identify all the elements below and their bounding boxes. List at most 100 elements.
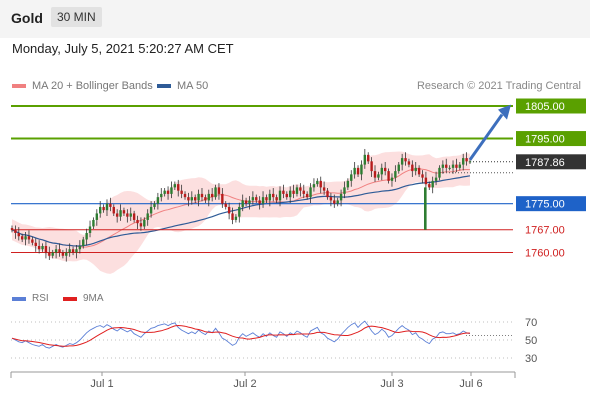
candle-body <box>434 177 438 181</box>
candle-body <box>462 158 465 165</box>
candle-body <box>305 193 309 198</box>
candle <box>78 240 82 254</box>
candle-body <box>190 197 194 201</box>
candle <box>200 188 204 202</box>
candle <box>224 201 227 210</box>
candle-body <box>333 200 336 204</box>
candle-body <box>234 216 238 220</box>
candle-body <box>180 190 183 194</box>
candle-body <box>105 203 109 211</box>
candle <box>441 160 445 174</box>
candle <box>326 188 329 200</box>
candle <box>373 165 377 182</box>
candle-body <box>217 187 221 194</box>
candle-body <box>115 213 119 217</box>
rsi-tick-label: 70 <box>525 317 537 329</box>
level-resistance-1795.00: 1795.00 <box>11 131 586 147</box>
candle <box>377 171 380 181</box>
candle-body <box>92 219 95 227</box>
candle-body <box>404 158 407 162</box>
candle <box>65 248 68 262</box>
candle <box>295 184 299 197</box>
candles <box>10 148 472 262</box>
level-box <box>516 98 586 114</box>
candle-body <box>51 252 54 256</box>
legend-swatch-9ma <box>63 296 77 301</box>
level-box <box>516 154 586 170</box>
candle <box>58 243 61 257</box>
candle-body <box>451 164 455 168</box>
candle-body <box>17 232 20 237</box>
candle-body <box>163 190 166 194</box>
candle-body <box>363 154 367 165</box>
candle <box>194 194 197 204</box>
candle <box>448 165 451 171</box>
candle <box>146 209 149 226</box>
candle-body <box>153 203 156 207</box>
candle <box>109 197 112 212</box>
candle-body <box>299 187 302 191</box>
candle-body <box>139 223 143 227</box>
candle <box>424 171 428 189</box>
candle <box>214 184 217 200</box>
rsi-tick-label: 50 <box>525 335 537 347</box>
candle <box>445 158 448 173</box>
candle <box>17 227 20 241</box>
candle-body <box>373 171 377 178</box>
candle-body <box>183 193 187 198</box>
candle <box>404 152 407 166</box>
level-target-1805.00: 1805.00 <box>11 98 586 114</box>
candle-body <box>319 180 322 188</box>
candle <box>122 207 126 217</box>
candle-body <box>119 210 122 217</box>
candle <box>27 230 31 244</box>
candle <box>234 214 238 223</box>
legend-rsi: RSI <box>12 293 49 304</box>
candle-body <box>251 197 255 201</box>
candle-body <box>428 184 431 188</box>
candle <box>438 165 441 181</box>
candle-body <box>390 177 394 181</box>
candle <box>68 243 71 257</box>
candle <box>88 220 92 238</box>
legend-bollinger: MA 20 + Bollinger Bands <box>12 80 153 92</box>
candle <box>288 186 292 204</box>
candle-body <box>136 219 139 224</box>
x-tick-label: Jul 1 <box>90 378 113 390</box>
candle-body <box>417 167 421 175</box>
candle-body <box>326 190 329 198</box>
candle <box>305 191 309 200</box>
candle-body <box>82 239 85 246</box>
candle-body <box>65 252 68 256</box>
candle <box>92 217 95 230</box>
candle <box>210 188 214 202</box>
candle <box>417 165 421 177</box>
candle <box>255 194 258 204</box>
candle <box>268 189 272 207</box>
candle <box>431 176 434 194</box>
candle <box>336 197 339 207</box>
candle <box>292 184 295 199</box>
candle-body <box>431 180 434 188</box>
candle-body <box>112 206 115 214</box>
candle <box>217 183 221 200</box>
candle-body <box>37 245 41 250</box>
candle-body <box>397 164 400 172</box>
candle-body <box>146 213 149 220</box>
level-support-1760.00: 1760.00 <box>11 248 565 260</box>
candle-body <box>143 219 146 227</box>
candle-body <box>438 167 441 178</box>
candle-body <box>407 161 411 165</box>
candle <box>329 192 333 207</box>
candle-body <box>88 226 92 233</box>
candle <box>451 160 455 174</box>
spike-candle <box>424 187 427 230</box>
candle-body <box>468 161 472 163</box>
candle <box>190 191 194 205</box>
timeframe-button[interactable]: 30 MIN <box>51 7 102 27</box>
candle-body <box>421 174 424 178</box>
candle <box>31 236 34 246</box>
rsi-line <box>11 320 471 349</box>
candle-body <box>31 239 34 243</box>
candle <box>387 168 390 184</box>
